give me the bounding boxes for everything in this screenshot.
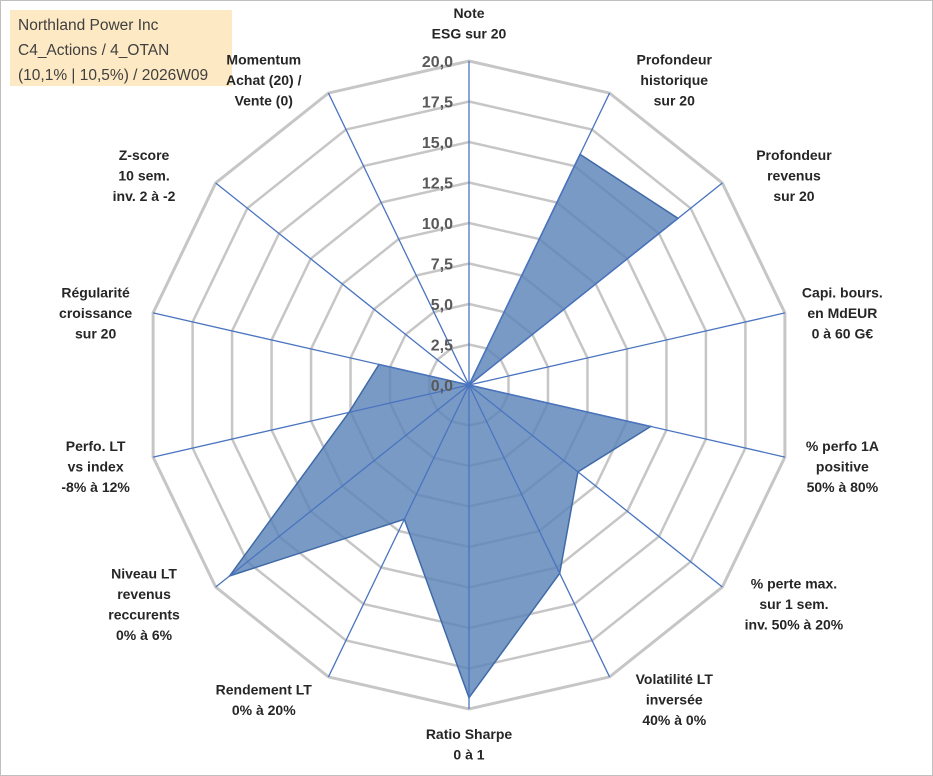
axis-label-line: Capi. bours. — [802, 285, 883, 301]
axis-label: Profondeur historique sur 20 — [637, 51, 713, 108]
axis-label: % perte max. sur 1 sem. inv. 50% à 20% — [745, 576, 844, 633]
axis-spoke — [152, 384, 470, 458]
axis-spoke — [327, 92, 470, 386]
axis-label: Volatilité LT inversée 40% à 0% — [636, 671, 714, 728]
axis-spoke — [152, 312, 470, 386]
axis-label-line: Note — [453, 5, 484, 21]
axis-label-line: vs index — [68, 458, 124, 474]
axis-label: Niveau LT revenus reccurents 0% à 6% — [108, 565, 180, 643]
axis-spoke — [468, 182, 723, 386]
axis-label-line: Perfo. LT — [66, 438, 126, 454]
axis-label-line: -8% à 12% — [61, 479, 130, 495]
axis-label-line: 0% à 20% — [232, 702, 296, 718]
axis-spoke — [327, 384, 470, 678]
radar-tick-labels: 0,0 2,5 5,0 7,5 10,0 12,5 15,0 17,5 20,0 — [422, 54, 453, 395]
axis-label: Régularité croissance sur 20 — [59, 285, 132, 342]
axis-label-line: Profondeur — [637, 51, 713, 67]
title-portfolio: C4_Actions / 4_OTAN — [18, 42, 170, 59]
axis-label-line: sur 20 — [654, 92, 695, 108]
axis-label-line: inv. 2 à -2 — [113, 188, 176, 204]
axis-label-line: en MdEUR — [807, 305, 877, 321]
axis-label-line: croissance — [59, 305, 132, 321]
axis-label-line: Profondeur — [756, 147, 832, 163]
tick-label: 17,5 — [422, 95, 453, 112]
axis-spoke — [215, 182, 470, 386]
axis-label: % perfo 1A positive 50% à 80% — [806, 438, 879, 495]
axis-label: Profondeur revenus sur 20 — [756, 147, 832, 204]
tick-label: 12,5 — [422, 176, 453, 193]
axis-label-line: sur 20 — [75, 326, 116, 342]
axis-label: Capi. bours. en MdEUR 0 à 60 G€ — [802, 285, 883, 342]
axis-label-line: revenus — [117, 586, 171, 602]
axis-spoke — [468, 384, 786, 458]
axis-label-line: 0% à 6% — [116, 627, 173, 643]
axis-label-line: sur 1 sem. — [759, 596, 828, 612]
axis-label: Ratio Sharpe 0 à 1 — [426, 726, 513, 763]
axis-label: Note ESG sur 20 — [432, 5, 507, 42]
tick-label: 5,0 — [431, 297, 453, 314]
axis-label-line: % perfo 1A — [806, 438, 879, 454]
axis-label-line: 50% à 80% — [807, 479, 879, 495]
tick-label: 2,5 — [431, 338, 453, 355]
axis-label: Perfo. LT vs index -8% à 12% — [61, 438, 130, 495]
axis-label-line: Régularité — [61, 285, 130, 301]
axis-label-line: revenus — [767, 167, 821, 183]
radar-axis-labels: Note ESG sur 20 Profondeur historique sur 20… — [59, 5, 883, 763]
axis-label-line: reccurents — [108, 606, 180, 622]
axis-label-line: 0 à 60 G€ — [812, 326, 874, 342]
tick-label: 7,5 — [431, 257, 453, 274]
tick-label: 10,0 — [422, 216, 453, 233]
axis-label-line: Z-score — [119, 147, 170, 163]
tick-label: 15,0 — [422, 135, 453, 152]
axis-spoke — [468, 384, 611, 678]
axis-label-line: Ratio Sharpe — [426, 726, 513, 742]
radar-spokes — [152, 61, 786, 709]
axis-label-line: Niveau LT — [111, 565, 177, 581]
tick-label: 0,0 — [431, 378, 453, 395]
axis-label-line: positive — [816, 458, 869, 474]
axis-label-line: Rendement LT — [216, 681, 313, 697]
axis-spoke — [468, 92, 611, 386]
axis-spoke — [468, 384, 723, 588]
axis-label-line: inv. 50% à 20% — [745, 617, 844, 633]
axis-label-line: Volatilité LT — [636, 671, 714, 687]
axis-label: Momentum Achat (20) / Vente (0) — [226, 51, 302, 108]
axis-label-line: sur 20 — [773, 188, 814, 204]
series-area — [227, 153, 680, 700]
axis-spoke — [468, 312, 786, 386]
axis-label-line: Vente (0) — [235, 92, 293, 108]
title-period: (10,1% | 10,5%) / 2026W09 — [18, 67, 209, 84]
axis-label-line: inversée — [646, 692, 703, 708]
radar-series — [227, 153, 680, 700]
axis-spoke — [215, 384, 470, 588]
axis-label-line: ESG sur 20 — [432, 26, 507, 42]
axis-label-line: % perte max. — [751, 576, 837, 592]
axis-label-line: 40% à 0% — [642, 712, 706, 728]
axis-label-line: historique — [640, 72, 708, 88]
axis-label-line: Momentum — [226, 51, 301, 67]
axis-label: Rendement LT 0% à 20% — [216, 681, 313, 718]
axis-label-line: 10 sem. — [118, 167, 169, 183]
axis-label: Z-score 10 sem. inv. 2 à -2 — [113, 147, 176, 204]
title-box: Northland Power Inc C4_Actions / 4_OTAN … — [10, 10, 232, 86]
tick-label: 20,0 — [422, 54, 453, 71]
axis-label-line: Achat (20) / — [226, 72, 302, 88]
title-company: Northland Power Inc — [18, 17, 159, 34]
axis-label-line: 0 à 1 — [453, 747, 484, 763]
